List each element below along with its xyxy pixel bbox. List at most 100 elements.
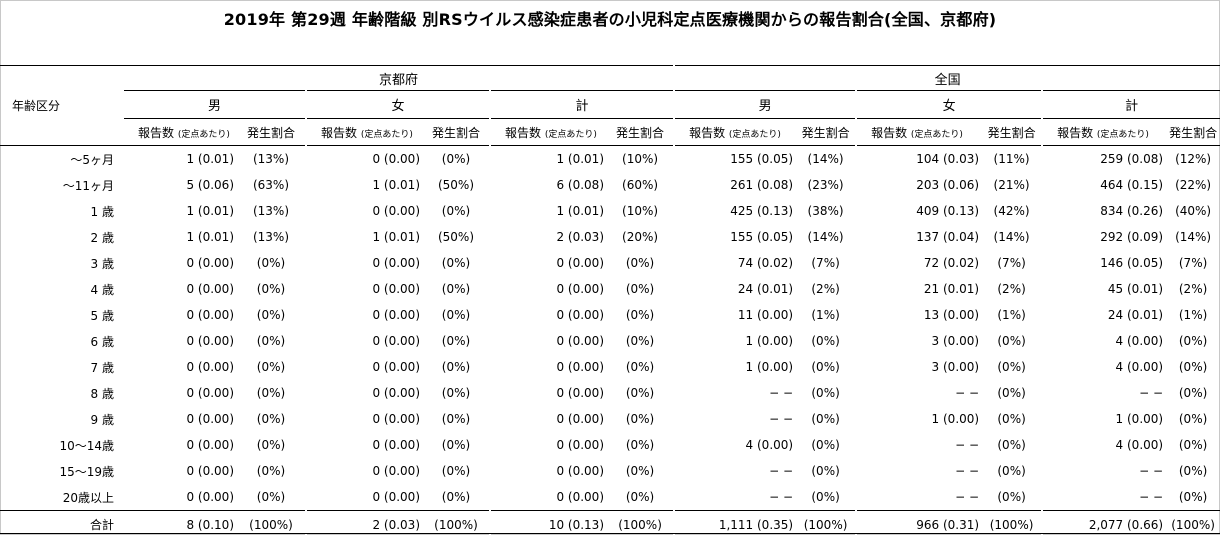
rate-cell: (0%) <box>237 354 306 380</box>
sub-header-count: 報告数 (定点あたり) <box>490 119 607 146</box>
age-cell: 〜11ヶ月 <box>0 172 124 198</box>
rate-cell: (7%) <box>982 250 1042 276</box>
rate-cell: (1%) <box>796 302 856 328</box>
count-cell: 0 (0.00) <box>124 458 237 484</box>
count-cell: 2 (0.03) <box>490 224 607 250</box>
rate-cell: (0%) <box>796 432 856 458</box>
count-cell: 0 (0.00) <box>306 406 423 432</box>
rate-cell: (0%) <box>423 354 490 380</box>
sub-header-count: 報告数 (定点あたり) <box>674 119 796 146</box>
rate-cell: (0%) <box>982 380 1042 406</box>
rate-cell: (0%) <box>607 484 674 511</box>
count-cell: 259 (0.08) <box>1042 146 1166 173</box>
rate-cell: (10%) <box>607 146 674 173</box>
per-sentinel-label: (定点あたり) <box>1097 130 1149 140</box>
rate-cell: (10%) <box>607 198 674 224</box>
rate-cell: (0%) <box>237 302 306 328</box>
count-cell: 0 (0.00) <box>490 380 607 406</box>
rate-cell: (23%) <box>796 172 856 198</box>
count-cell: 0 (0.00) <box>124 302 237 328</box>
count-cell: 4 (0.00) <box>674 432 796 458</box>
count-cell: 24 (0.01) <box>674 276 796 302</box>
rate-cell: (7%) <box>1166 250 1220 276</box>
age-cell: 6 歳 <box>0 328 124 354</box>
rate-cell: (12%) <box>1166 146 1220 173</box>
count-cell: 21 (0.01) <box>856 276 982 302</box>
count-cell: − − <box>856 458 982 484</box>
rate-cell: (63%) <box>237 172 306 198</box>
sex-header-kyoto-male: 男 <box>124 91 306 119</box>
count-cell: 0 (0.00) <box>124 328 237 354</box>
rate-cell: (0%) <box>423 458 490 484</box>
count-cell: 0 (0.00) <box>490 354 607 380</box>
rate-cell: (0%) <box>1166 458 1220 484</box>
sex-header-national-total: 計 <box>1042 91 1220 119</box>
rate-cell: (0%) <box>1166 484 1220 511</box>
rs-virus-report-table: 年齢区分 京都府 全国 男 女 計 男 女 計 報告数 (定点あたり)発生割合報… <box>0 65 1220 538</box>
count-cell: − − <box>674 380 796 406</box>
count-cell: 0 (0.00) <box>124 276 237 302</box>
sex-header-national-male: 男 <box>674 91 856 119</box>
sub-header-count: 報告数 (定点あたり) <box>306 119 423 146</box>
sub-header-rate: 発生割合 <box>423 119 490 146</box>
per-sentinel-label: (定点あたり) <box>911 130 963 140</box>
count-cell: 4 (0.00) <box>1042 432 1166 458</box>
count-cell: 0 (0.00) <box>306 354 423 380</box>
count-cell: 3 (0.00) <box>856 354 982 380</box>
rate-cell: (0%) <box>237 484 306 511</box>
count-cell: 203 (0.06) <box>856 172 982 198</box>
sex-header-kyoto-female: 女 <box>306 91 490 119</box>
rate-cell: (38%) <box>796 198 856 224</box>
rate-cell: (0%) <box>423 380 490 406</box>
count-cell: 0 (0.00) <box>306 458 423 484</box>
sex-header-kyoto-total: 計 <box>490 91 674 119</box>
count-cell: 0 (0.00) <box>490 302 607 328</box>
age-cell: 1 歳 <box>0 198 124 224</box>
sex-header-national-female: 女 <box>856 91 1042 119</box>
rate-cell: (14%) <box>1166 224 1220 250</box>
count-cell: 1 (0.00) <box>1042 406 1166 432</box>
sub-header-rate: 発生割合 <box>237 119 306 146</box>
count-cell: 0 (0.00) <box>124 432 237 458</box>
count-cell: 1 (0.00) <box>674 354 796 380</box>
rate-cell: (0%) <box>1166 354 1220 380</box>
count-label: 報告数 <box>1057 126 1093 140</box>
count-cell: 146 (0.05) <box>1042 250 1166 276</box>
rate-cell: (0%) <box>796 458 856 484</box>
count-cell: 0 (0.00) <box>490 276 607 302</box>
rate-cell: (40%) <box>1166 198 1220 224</box>
rate-cell: (0%) <box>982 328 1042 354</box>
count-label: 報告数 <box>689 126 725 140</box>
per-sentinel-label: (定点あたり) <box>361 130 413 140</box>
count-cell: 261 (0.08) <box>674 172 796 198</box>
region-header-kyoto: 京都府 <box>124 66 674 91</box>
rate-cell: (0%) <box>796 406 856 432</box>
rate-cell: (21%) <box>982 172 1042 198</box>
rate-cell: (0%) <box>237 276 306 302</box>
rate-cell: (0%) <box>607 458 674 484</box>
count-cell: 0 (0.00) <box>306 198 423 224</box>
count-label: 報告数 <box>321 126 357 140</box>
count-cell: − − <box>856 432 982 458</box>
sub-header-rate: 発生割合 <box>796 119 856 146</box>
rate-cell: (0%) <box>423 484 490 511</box>
count-cell: − − <box>674 406 796 432</box>
rate-cell: (0%) <box>982 484 1042 511</box>
rate-cell: (0%) <box>607 250 674 276</box>
per-sentinel-label: (定点あたり) <box>545 130 597 140</box>
count-cell: 1 (0.01) <box>124 224 237 250</box>
rate-cell: (50%) <box>423 224 490 250</box>
count-cell: 4 (0.00) <box>1042 328 1166 354</box>
rate-cell: (0%) <box>607 276 674 302</box>
count-cell: 0 (0.00) <box>306 302 423 328</box>
count-cell: 1 (0.00) <box>674 328 796 354</box>
